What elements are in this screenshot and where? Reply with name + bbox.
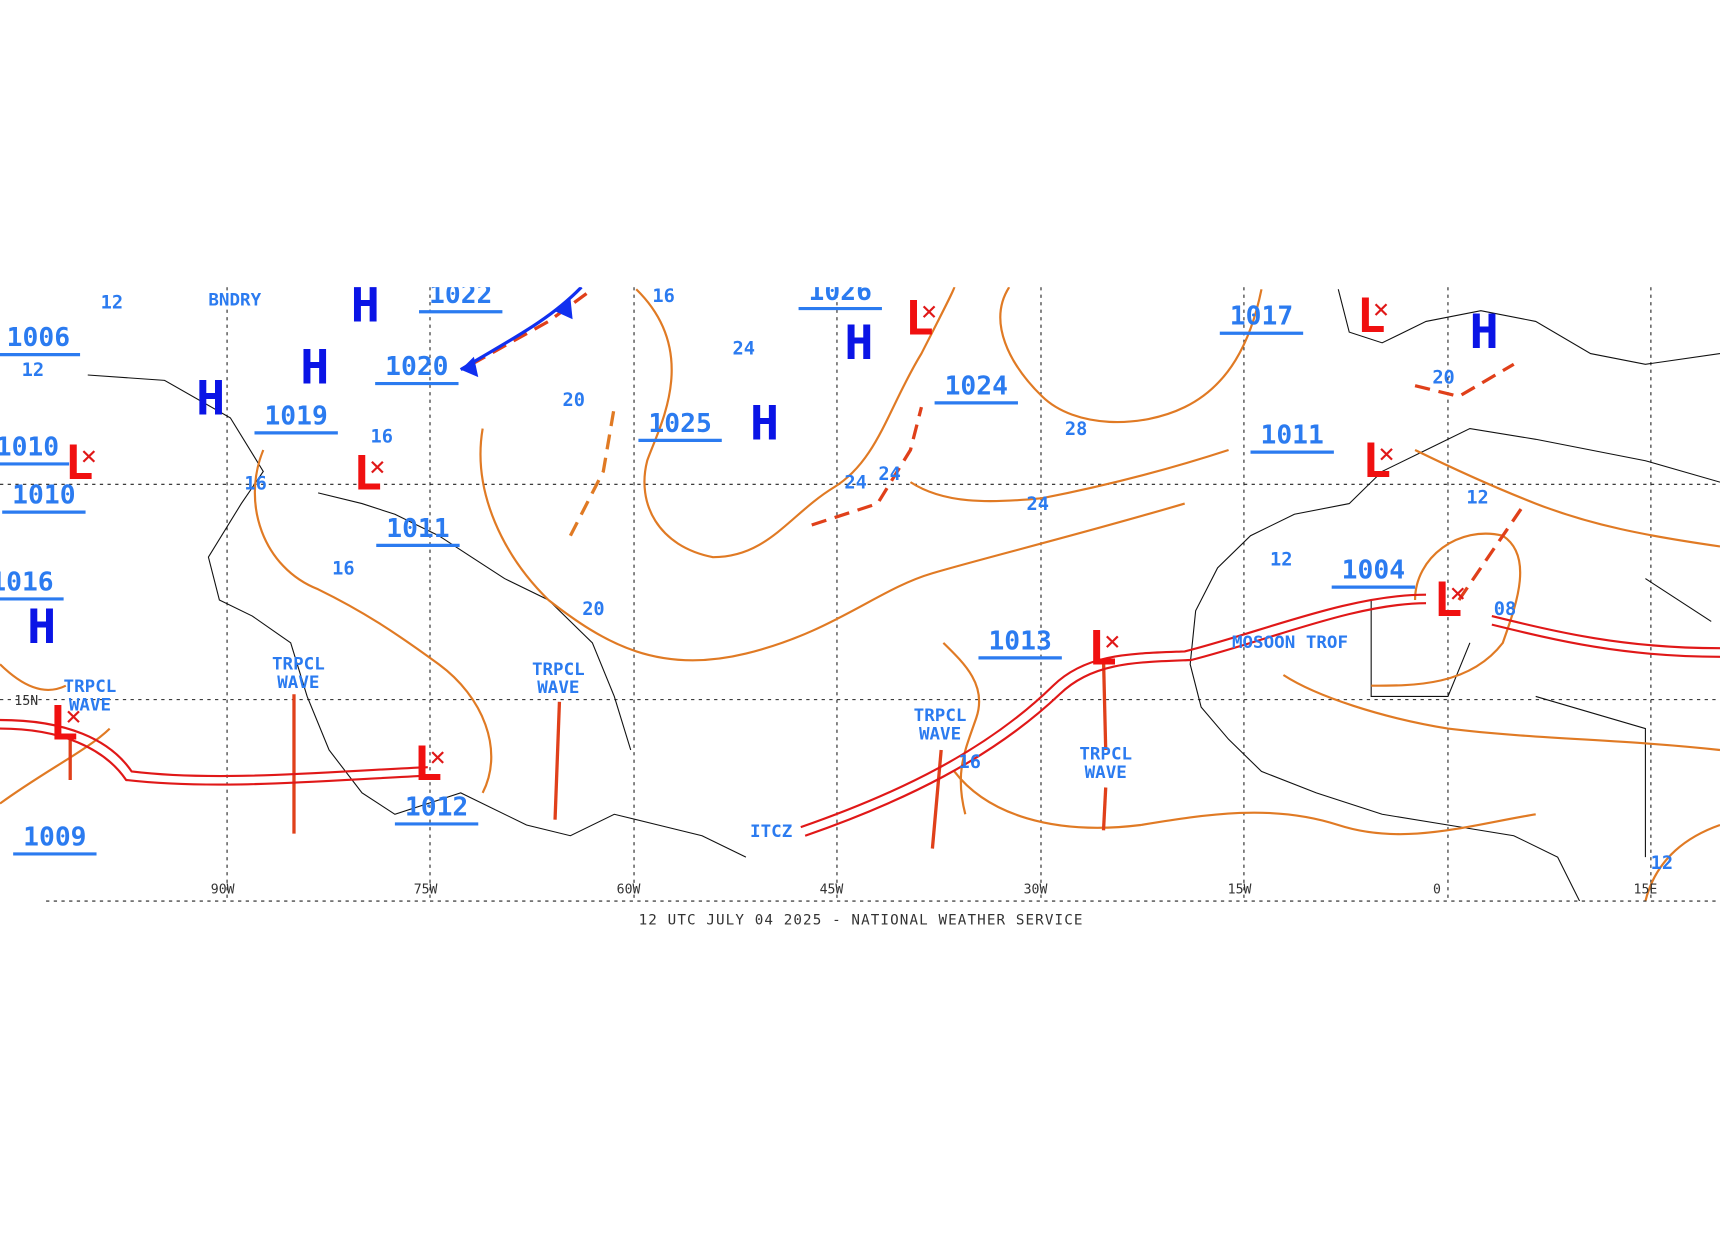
pressure-label: 1022 (429, 280, 492, 310)
isobar-label: 12 (1466, 488, 1488, 509)
isobar-label: 16 (652, 286, 674, 307)
footer: 12 UTC JULY 04 2025 - NATIONAL WEATHER S… (639, 913, 1084, 929)
pressure-label: 1016 (0, 568, 54, 598)
longitude-label: 75W (414, 883, 438, 898)
low-marker (431, 751, 444, 764)
isobar-label: 24 (844, 473, 866, 494)
isobar-label: 16 (371, 427, 393, 448)
low-center: L (353, 447, 382, 501)
tropical-waves (68, 658, 1108, 849)
pressure-label: 1004 (1342, 556, 1405, 586)
high-center: H (196, 372, 225, 426)
feature-label: TRPCL (914, 706, 967, 726)
isobar-label: 12 (1651, 853, 1673, 874)
longitude-label: 60W (617, 883, 641, 898)
longitude-label: 90W (211, 883, 235, 898)
pressure-label: 1010 (12, 481, 75, 511)
low-marker (371, 461, 384, 474)
feature-label: WAVE (277, 673, 319, 693)
pressure-label: 1026 (809, 277, 872, 307)
low-marker (67, 710, 80, 723)
isobar-label: 20 (562, 390, 584, 411)
feature-label: TRPCL (272, 655, 325, 675)
isobar-label: 20 (582, 599, 604, 620)
pressure-label: 1017 (1230, 302, 1293, 332)
low-center: L (905, 292, 934, 346)
longitude-label: 30W (1024, 883, 1048, 898)
low-center: L (413, 738, 442, 792)
isobar-label: 16 (958, 752, 980, 773)
longitude-label: 15W (1228, 883, 1252, 898)
isobar-label: 12 (22, 360, 44, 381)
longitude-label: 15E (1634, 883, 1658, 898)
low-marker (1451, 587, 1465, 600)
low-marker (922, 305, 936, 318)
feature-label: WAVE (69, 696, 111, 716)
low-center: L (1088, 622, 1117, 676)
isobar-label: 16 (332, 558, 354, 579)
low-marker (1374, 303, 1388, 316)
high-center: H (750, 397, 779, 451)
latitude-label: 15N (14, 694, 38, 709)
feature-label: TRPCL (532, 660, 585, 680)
pressure-label: 1019 (264, 402, 327, 432)
feature-label: MOSOON TROF (1232, 633, 1348, 653)
low-marker (1106, 635, 1119, 648)
isobar-label: 08 (1494, 599, 1516, 620)
pressure-label: 1009 (23, 823, 86, 853)
feature-label: WAVE (1085, 763, 1127, 783)
high-center: H (300, 341, 329, 395)
high-center: H (351, 279, 380, 333)
cold-front (459, 287, 583, 378)
longitude-label: 0 (1433, 883, 1441, 898)
high-center: H (27, 600, 56, 654)
pressure-label: 1020 (385, 352, 448, 382)
pressure-label: 1013 (988, 627, 1051, 657)
pressure-label: 1012 (405, 793, 468, 823)
isobar-label: 12 (1270, 550, 1292, 571)
feature-label: WAVE (537, 678, 579, 698)
feature-label: TRPCL (1079, 745, 1132, 765)
itcz-monsoon (0, 593, 1720, 837)
isobar-label: 24 (878, 464, 900, 485)
low-center: L (1362, 434, 1391, 488)
pressure-label: 1025 (648, 409, 711, 439)
low-marker (82, 450, 96, 463)
pressure-label: 1006 (7, 323, 70, 353)
pressure-label: 1010 (0, 433, 59, 463)
isobars (0, 287, 1720, 902)
isobar-label: 16 (244, 474, 266, 495)
feature-label: WAVE (919, 724, 961, 744)
grid (0, 287, 1720, 902)
high-center: H (1470, 306, 1499, 360)
pressure-label: 1011 (1260, 421, 1323, 451)
low-marker (1380, 448, 1393, 461)
feature-label: BNDRY (208, 291, 261, 311)
isobar-label: 28 (1065, 419, 1087, 440)
low-center: L (1357, 290, 1386, 344)
isobar-label: 24 (733, 339, 755, 360)
high-center: H (844, 316, 873, 370)
feature-label: ITCZ (750, 822, 792, 842)
pressure-label: 1011 (386, 514, 449, 544)
low-center: L (49, 697, 78, 751)
feature-label: TRPCL (64, 677, 117, 697)
troughs (470, 288, 1527, 601)
pressure-label: 1024 (945, 372, 1008, 402)
coastlines (87, 289, 1720, 902)
low-center: L (64, 436, 93, 490)
isobar-label: 24 (1026, 494, 1048, 515)
isobar-label: 20 (1432, 368, 1454, 389)
longitude-label: 45W (820, 883, 844, 898)
isobar-label: 12 (101, 293, 123, 314)
low-center: L (1433, 574, 1462, 628)
